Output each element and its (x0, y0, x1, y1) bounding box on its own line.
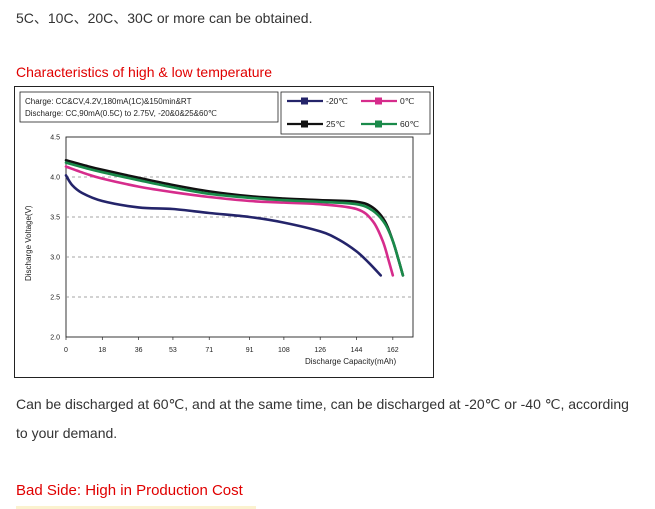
x-tick-label: 18 (98, 347, 106, 354)
plot-frame (65, 136, 414, 338)
x-tick-label: 0 (64, 347, 68, 354)
info-box (19, 91, 279, 123)
x-ticks: 0 18 36 53 71 91 108 126 144 162 (64, 337, 399, 354)
intro-text: 5C、10C、20C、30C or more can be obtained. (16, 10, 313, 26)
section-heading-temperature: Characteristics of high & low temperatur… (16, 64, 272, 80)
legend-swatch-marker (375, 120, 382, 128)
x-tick-label: 108 (278, 347, 290, 354)
y-tick-label: 2.5 (50, 295, 60, 302)
series-line-2 (64, 158, 405, 277)
legend-label: -20℃ (326, 96, 348, 106)
chart-svg: Charge: CC&CV,4.2V,180mA(1C)&150min&RT D… (19, 91, 431, 366)
y-axis-label: Discharge Voltage(V) (24, 205, 33, 281)
x-tick-label: 71 (205, 347, 213, 354)
info-line-charge: Charge: CC&CV,4.2V,180mA(1C)&150min&RT (25, 97, 192, 106)
legend-swatch-marker (301, 120, 308, 128)
paragraph-line-1: Can be discharged at 60℃, and at the sam… (16, 396, 629, 412)
series-line-3 (64, 161, 405, 277)
section-heading-bad-side: Bad Side: High in Production Cost (16, 482, 243, 499)
legend: -20℃ 0℃ 25℃ 60℃ (287, 96, 419, 129)
y-tick-label: 4.5 (50, 135, 60, 142)
x-tick-label: 162 (387, 347, 399, 354)
series (64, 158, 405, 277)
legend-label: 60℃ (400, 119, 419, 129)
y-tick-label: 2.0 (50, 335, 60, 342)
highlight-strip (16, 506, 256, 509)
x-axis-label: Discharge Capacity(mAh) (305, 357, 396, 366)
legend-label: 25℃ (326, 119, 345, 129)
legend-label: 0℃ (400, 96, 415, 106)
x-tick-label: 91 (246, 347, 254, 354)
series-line-0 (64, 174, 383, 277)
discharge-chart: Charge: CC&CV,4.2V,180mA(1C)&150min&RT D… (14, 86, 434, 378)
series-line-1 (64, 165, 395, 277)
x-tick-label: 144 (351, 347, 363, 354)
y-tick-label: 3.0 (50, 255, 60, 262)
x-tick-label: 126 (314, 347, 326, 354)
legend-swatch-marker (375, 97, 382, 105)
paragraph-line-2: to your demand. (16, 425, 118, 441)
y-tick-label: 4.0 (50, 175, 60, 182)
info-line-discharge: Discharge: CC,90mA(0.5C) to 2.75V, -20&0… (25, 109, 217, 118)
x-tick-label: 53 (169, 347, 177, 354)
x-tick-label: 36 (135, 347, 143, 354)
y-ticks: 2.0 2.5 3.0 3.5 4.0 4.5 (50, 135, 60, 342)
y-tick-label: 3.5 (50, 215, 60, 222)
legend-swatch-marker (301, 97, 308, 105)
grid (66, 176, 413, 298)
